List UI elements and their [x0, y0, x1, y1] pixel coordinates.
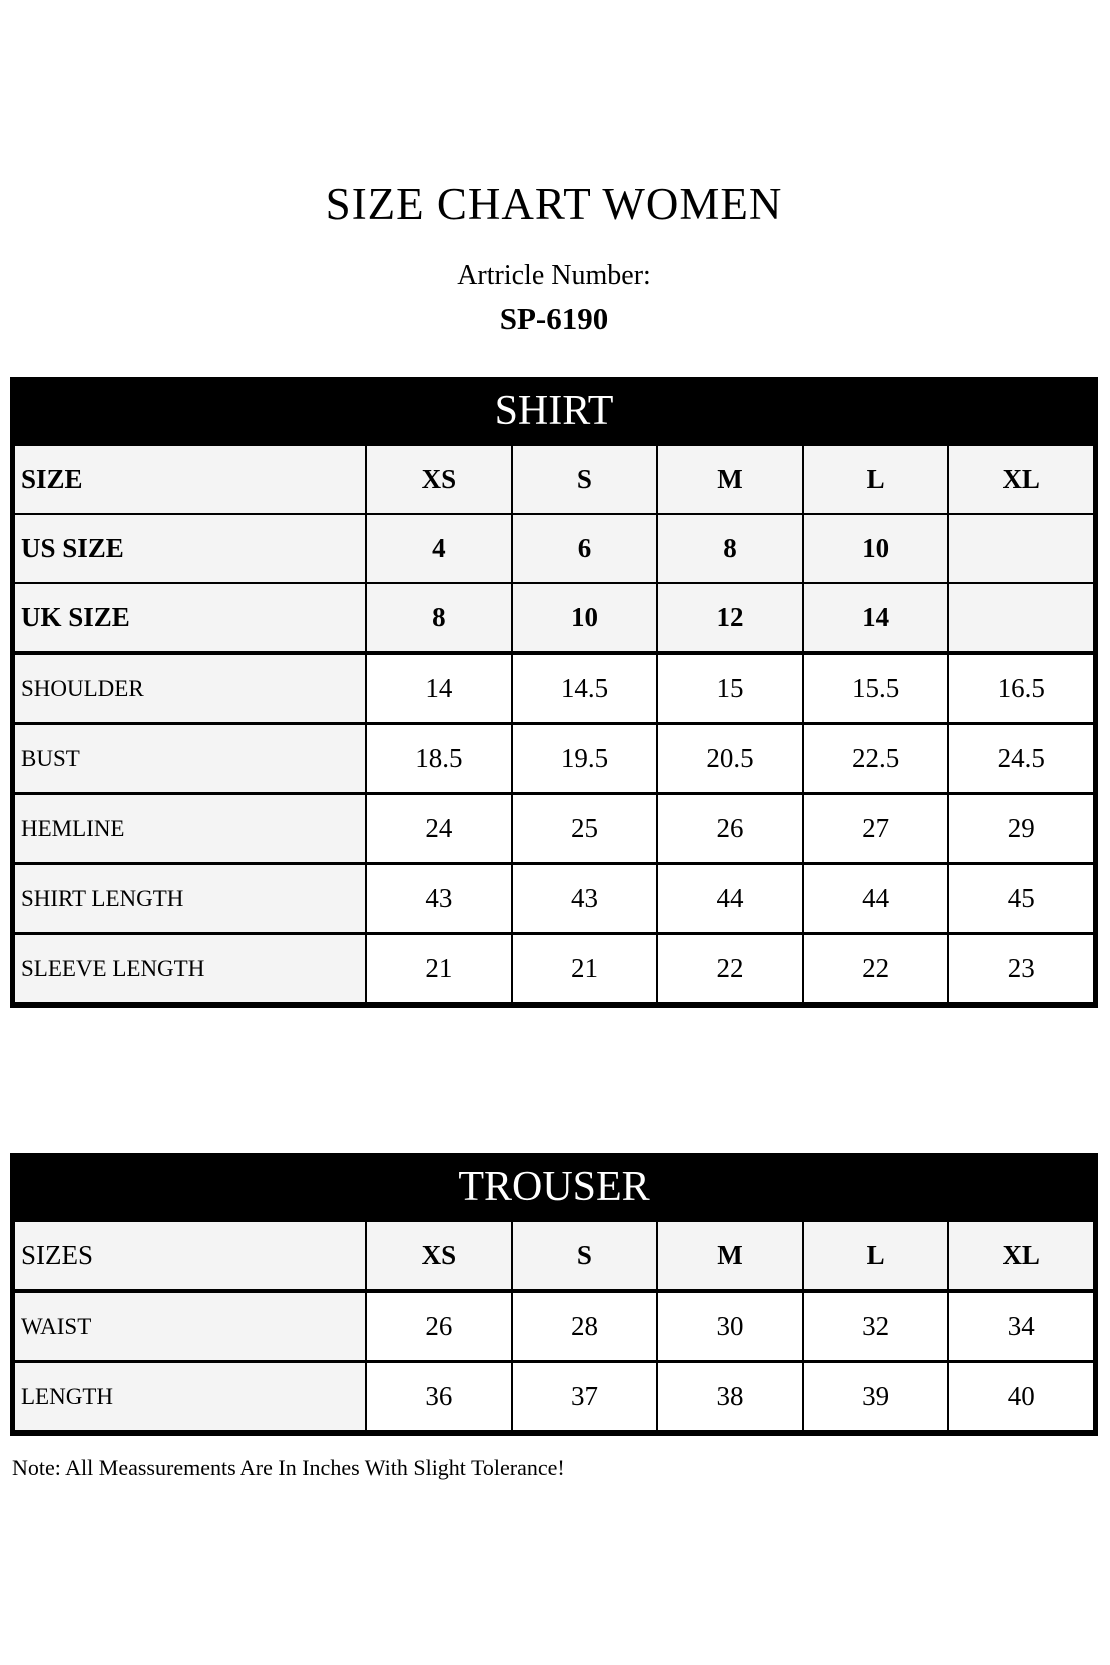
- page-title: SIZE CHART WOMEN: [325, 179, 783, 229]
- table-row: HEMLINE 24 25 26 27 29: [12, 792, 1095, 865]
- row-label-cell: US SIZE: [12, 513, 368, 584]
- row-value-cell: 21: [365, 932, 513, 1005]
- table-row: WAIST 26 28 30 32 34: [12, 1289, 1095, 1363]
- row-value-cell: XS: [365, 1220, 513, 1293]
- row-value-cell: 10: [801, 513, 950, 584]
- row-value-cell: XL: [947, 1220, 1095, 1293]
- row-value-cell: 14: [801, 582, 950, 655]
- row-value-cell: 22.5: [801, 722, 950, 795]
- row-value-cell: 21: [510, 932, 659, 1005]
- row-value-cell: S: [510, 1220, 659, 1293]
- row-value-cell: 26: [656, 792, 804, 865]
- row-label-cell: WAIST: [12, 1289, 368, 1363]
- row-label-cell: SLEEVE LENGTH: [12, 932, 368, 1005]
- row-value-cell: 4: [365, 513, 513, 584]
- row-label-cell: UK SIZE: [12, 582, 368, 655]
- row-value-cell: 40: [947, 1360, 1095, 1433]
- row-value-cell: [947, 513, 1095, 584]
- table-row: SIZE XS S M L XL: [12, 444, 1095, 515]
- row-value-cell: L: [801, 444, 950, 515]
- table-row: UK SIZE 8 10 12 14: [12, 582, 1095, 655]
- row-value-cell: 38: [656, 1360, 804, 1433]
- table-row: BUST 18.5 19.5 20.5 22.5 24.5: [12, 722, 1095, 795]
- row-value-cell: 26: [365, 1289, 513, 1363]
- row-value-cell: 15.5: [801, 651, 950, 725]
- table-row: LENGTH 36 37 38 39 40: [12, 1360, 1095, 1433]
- measurement-note: Note: All Meassurements Are In Inches Wi…: [12, 1455, 565, 1480]
- row-value-cell: 39: [801, 1360, 950, 1433]
- row-label-cell: HEMLINE: [12, 792, 368, 865]
- row-value-cell: 45: [947, 862, 1095, 935]
- row-value-cell: M: [656, 444, 804, 515]
- row-value-cell: 22: [801, 932, 950, 1005]
- row-value-cell: 8: [656, 513, 804, 584]
- trouser-table-header: TROUSER: [13, 1156, 1095, 1220]
- row-value-cell: 34: [947, 1289, 1095, 1363]
- table-row: SLEEVE LENGTH 21 21 22 22 23: [12, 932, 1095, 1005]
- row-value-cell: 10: [510, 582, 659, 655]
- row-value-cell: 23: [947, 932, 1095, 1005]
- row-label-cell: SIZES: [12, 1220, 368, 1293]
- row-label-cell: SIZE: [12, 444, 368, 515]
- row-value-cell: 12: [656, 582, 804, 655]
- row-value-cell: 25: [510, 792, 659, 865]
- table-row: SHOULDER 14 14.5 15 15.5 16.5: [12, 651, 1095, 725]
- article-number-label: Artricle Number:: [457, 260, 651, 291]
- row-value-cell: 29: [947, 792, 1095, 865]
- row-value-cell: 14.5: [510, 651, 659, 725]
- row-value-cell: 8: [365, 582, 513, 655]
- row-value-cell: 24.5: [947, 722, 1095, 795]
- row-value-cell: 32: [801, 1289, 950, 1363]
- row-value-cell: 19.5: [510, 722, 659, 795]
- trouser-table-grid: SIZES XS S M L XL WAIST 26 28 30 32 34 LENGTH 36 37 38 3…: [12, 1220, 1095, 1433]
- row-value-cell: 24: [365, 792, 513, 865]
- row-value-cell: 20.5: [656, 722, 804, 795]
- row-label-cell: BUST: [12, 722, 368, 795]
- table-row: SIZES XS S M L XL: [12, 1220, 1095, 1293]
- row-value-cell: XS: [365, 444, 513, 515]
- row-value-cell: 44: [656, 862, 804, 935]
- row-value-cell: 43: [510, 862, 659, 935]
- row-label-cell: SHOULDER: [12, 651, 368, 725]
- row-value-cell: S: [510, 444, 659, 515]
- row-value-cell: L: [801, 1220, 950, 1293]
- row-value-cell: 14: [365, 651, 513, 725]
- row-value-cell: 28: [510, 1289, 659, 1363]
- row-value-cell: 44: [801, 862, 950, 935]
- row-label-cell: SHIRT LENGTH: [12, 862, 368, 935]
- row-value-cell: 43: [365, 862, 513, 935]
- table-row: US SIZE 4 6 8 10: [12, 513, 1095, 584]
- trouser-size-table: TROUSER SIZES XS S M L XL WAIST 26 28 30 32 34 LENGT…: [10, 1153, 1098, 1436]
- row-value-cell: 6: [510, 513, 659, 584]
- row-value-cell: 30: [656, 1289, 804, 1363]
- shirt-size-table: SHIRT SIZE XS S M L XL US SIZE 4 6 8 10 UK SIZE 8 10 1…: [10, 377, 1098, 1008]
- row-value-cell: 18.5: [365, 722, 513, 795]
- row-value-cell: 36: [365, 1360, 513, 1433]
- shirt-table-header: SHIRT: [13, 380, 1095, 444]
- row-value-cell: 22: [656, 932, 804, 1005]
- row-value-cell: 27: [801, 792, 950, 865]
- row-value-cell: 15: [656, 651, 804, 725]
- row-value-cell: 37: [510, 1360, 659, 1433]
- article-number-value: SP-6190: [499, 301, 609, 336]
- row-label-cell: LENGTH: [12, 1360, 368, 1433]
- table-row: SHIRT LENGTH 43 43 44 44 45: [12, 862, 1095, 935]
- row-value-cell: [947, 582, 1095, 655]
- row-value-cell: 16.5: [947, 651, 1095, 725]
- row-value-cell: XL: [947, 444, 1095, 515]
- shirt-table-grid: SIZE XS S M L XL US SIZE 4 6 8 10 UK SIZE 8 10 12 14 SHO…: [12, 444, 1095, 1005]
- row-value-cell: M: [656, 1220, 804, 1293]
